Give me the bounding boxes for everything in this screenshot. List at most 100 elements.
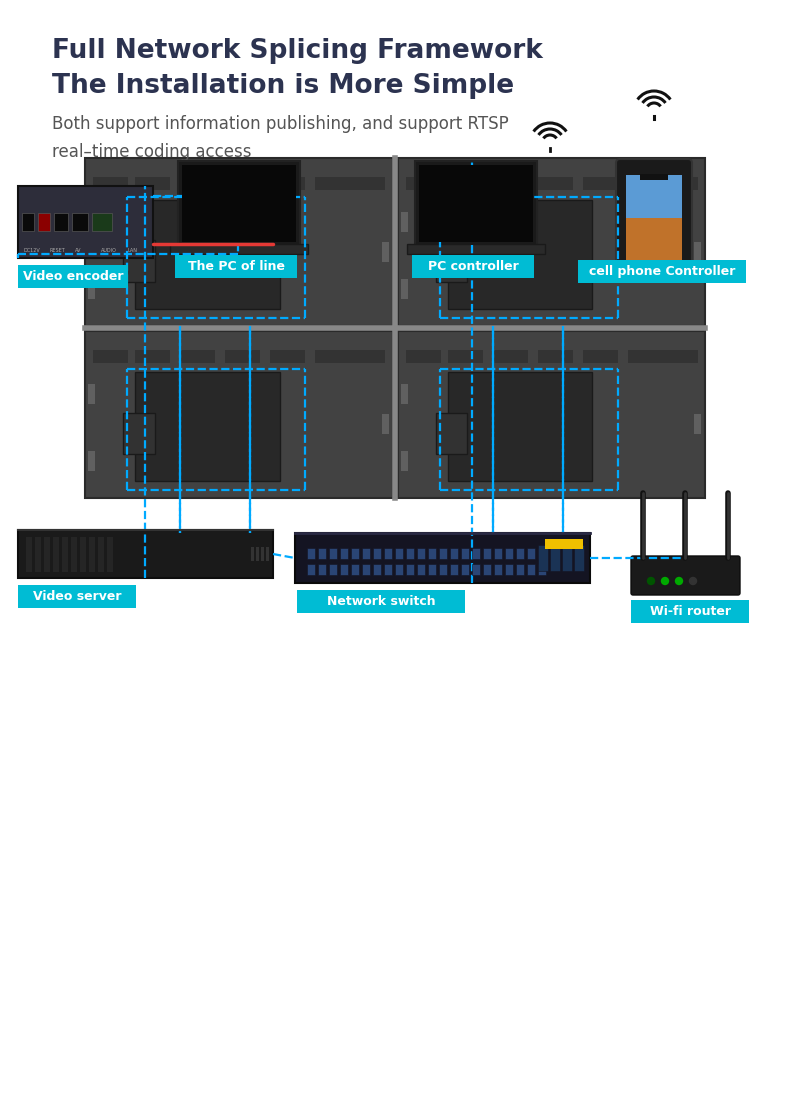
- Bar: [180, 349, 215, 363]
- Bar: [395, 564, 403, 575]
- Bar: [18, 530, 273, 578]
- Bar: [329, 548, 337, 559]
- Bar: [26, 536, 32, 572]
- Bar: [18, 265, 128, 288]
- Bar: [351, 564, 359, 575]
- Bar: [663, 177, 698, 190]
- Text: The PC of line: The PC of line: [187, 260, 284, 273]
- Bar: [582, 349, 618, 363]
- Bar: [373, 548, 381, 559]
- Bar: [505, 564, 513, 575]
- Bar: [450, 548, 458, 559]
- Bar: [93, 349, 128, 363]
- Bar: [627, 177, 663, 190]
- Bar: [626, 175, 682, 265]
- Bar: [397, 331, 705, 498]
- Bar: [382, 414, 389, 434]
- Bar: [178, 161, 300, 246]
- Bar: [318, 548, 326, 559]
- Bar: [405, 177, 441, 190]
- Text: AUDIO: AUDIO: [101, 248, 117, 253]
- Text: Video server: Video server: [32, 590, 121, 603]
- Bar: [315, 349, 350, 363]
- Bar: [663, 349, 698, 363]
- Bar: [340, 564, 348, 575]
- Circle shape: [661, 578, 668, 584]
- Bar: [135, 200, 280, 308]
- Bar: [450, 564, 458, 575]
- Bar: [538, 545, 548, 571]
- Bar: [582, 177, 618, 190]
- Text: RESET: RESET: [49, 248, 65, 253]
- Bar: [472, 564, 480, 575]
- Bar: [362, 548, 370, 559]
- Text: Both support information publishing, and support RTSP
real–time coding access: Both support information publishing, and…: [52, 115, 509, 160]
- Bar: [461, 548, 469, 559]
- Bar: [85, 331, 393, 498]
- Text: The Installation is More Simple: The Installation is More Simple: [52, 73, 514, 99]
- Bar: [85, 158, 393, 325]
- Circle shape: [648, 578, 654, 584]
- Bar: [88, 384, 95, 404]
- Text: LAN: LAN: [127, 248, 137, 253]
- Circle shape: [675, 578, 683, 584]
- Bar: [627, 349, 663, 363]
- Text: DC12V: DC12V: [23, 248, 40, 253]
- Bar: [295, 533, 590, 583]
- Text: AV: AV: [75, 248, 81, 253]
- Bar: [527, 548, 535, 559]
- Bar: [483, 548, 491, 559]
- Bar: [88, 211, 95, 232]
- Bar: [483, 564, 491, 575]
- Bar: [382, 242, 389, 262]
- Bar: [107, 536, 113, 572]
- Bar: [412, 255, 534, 278]
- Bar: [537, 349, 573, 363]
- Bar: [407, 244, 545, 254]
- Bar: [123, 413, 155, 454]
- Bar: [53, 536, 59, 572]
- Bar: [401, 451, 408, 471]
- Bar: [38, 213, 50, 232]
- Bar: [315, 177, 350, 190]
- Bar: [626, 175, 682, 218]
- Bar: [527, 564, 535, 575]
- Bar: [439, 548, 447, 559]
- Bar: [578, 260, 746, 283]
- Bar: [373, 564, 381, 575]
- Bar: [318, 564, 326, 575]
- Bar: [574, 545, 584, 571]
- Bar: [98, 536, 104, 572]
- Bar: [72, 213, 88, 232]
- Text: Network switch: Network switch: [327, 595, 435, 608]
- Bar: [180, 177, 215, 190]
- Bar: [461, 564, 469, 575]
- Bar: [505, 548, 513, 559]
- Bar: [401, 278, 408, 298]
- Bar: [439, 564, 447, 575]
- Bar: [435, 240, 468, 282]
- Bar: [88, 278, 95, 298]
- Bar: [170, 244, 308, 254]
- Bar: [270, 177, 305, 190]
- Text: PC controller: PC controller: [427, 260, 518, 273]
- Bar: [401, 384, 408, 404]
- Bar: [135, 373, 280, 481]
- Bar: [350, 349, 385, 363]
- Bar: [640, 174, 668, 180]
- Bar: [406, 548, 414, 559]
- Bar: [537, 177, 573, 190]
- Bar: [71, 536, 77, 572]
- Bar: [261, 546, 264, 561]
- Bar: [92, 213, 112, 232]
- Bar: [494, 564, 502, 575]
- Bar: [307, 564, 315, 575]
- Bar: [135, 177, 170, 190]
- Bar: [447, 177, 483, 190]
- Bar: [18, 186, 153, 258]
- Bar: [694, 242, 701, 262]
- Bar: [384, 548, 392, 559]
- Bar: [492, 349, 528, 363]
- Bar: [447, 200, 592, 308]
- Bar: [340, 548, 348, 559]
